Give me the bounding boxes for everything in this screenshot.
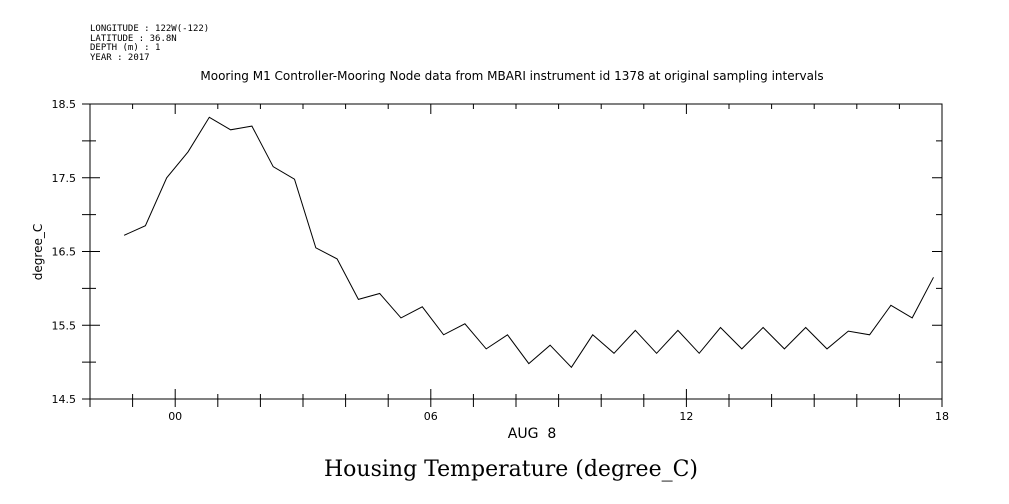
y-tick-label: 17.5 bbox=[52, 172, 77, 185]
y-tick-label: 18.5 bbox=[52, 98, 77, 111]
latitude-label: LATITUDE : 36.8N bbox=[90, 34, 177, 44]
header-metadata: LONGITUDE : 122W(-122) LATITUDE : 36.8N … bbox=[90, 24, 209, 63]
x-tick-label: 06 bbox=[424, 410, 438, 423]
x-tick-label: 18 bbox=[935, 410, 949, 423]
y-axis-ticks bbox=[82, 103, 942, 400]
x-axis-ticks bbox=[89, 104, 943, 407]
x-axis-tick-labels: 00 06 12 18 bbox=[168, 410, 949, 423]
x-tick-label: 00 bbox=[168, 410, 182, 423]
x-axis-label: AUG 8 bbox=[508, 426, 556, 442]
y-tick-label: 15.5 bbox=[52, 319, 77, 332]
y-axis-tick-labels: 14.5 15.5 16.5 17.5 18.5 bbox=[52, 98, 77, 406]
chart-title: Mooring M1 Controller-Mooring Node data … bbox=[200, 69, 823, 83]
longitude-label: LONGITUDE : 122W(-122) bbox=[90, 24, 209, 34]
chart-caption: Housing Temperature (degree_C) bbox=[324, 457, 698, 482]
series-line bbox=[123, 116, 934, 369]
depth-label: DEPTH (m) : 1 bbox=[90, 43, 160, 53]
plot-frame bbox=[89, 103, 943, 400]
y-axis-label: degree_C bbox=[31, 224, 45, 280]
y-tick-label: 16.5 bbox=[52, 246, 77, 259]
y-tick-label: 14.5 bbox=[52, 393, 77, 406]
x-tick-label: 12 bbox=[679, 410, 693, 423]
year-label: YEAR : 2017 bbox=[90, 53, 150, 63]
